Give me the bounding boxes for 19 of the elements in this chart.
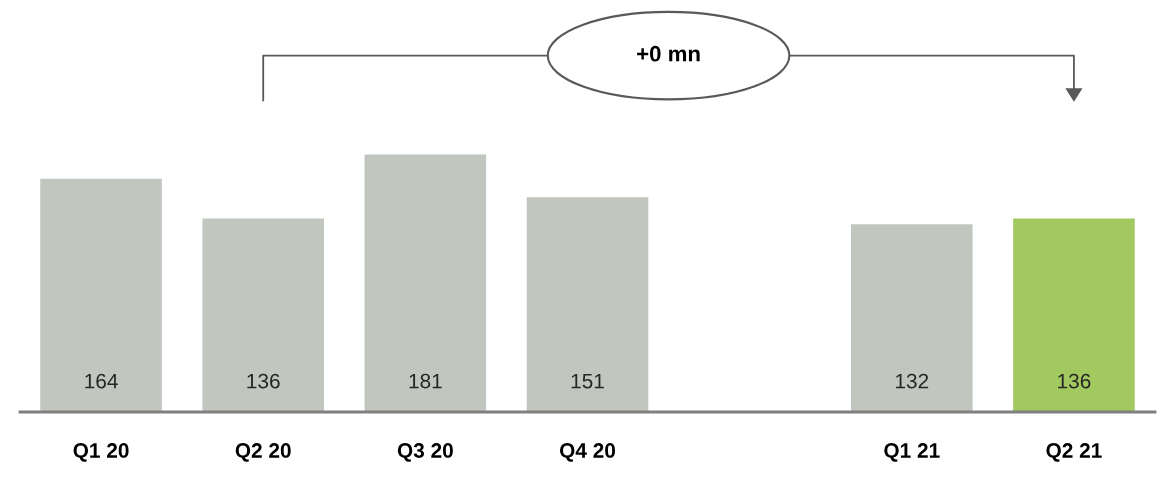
x-tick-label: Q2 20 [235, 443, 291, 462]
bar [364, 154, 487, 412]
data-label: 181 [409, 373, 442, 389]
bar [40, 178, 162, 412]
data-label: 164 [85, 373, 118, 389]
bar [850, 224, 973, 412]
data-label: 151 [571, 373, 604, 389]
bar [1013, 218, 1135, 412]
bar [202, 218, 325, 412]
x-tick-label: Q3 20 [397, 443, 453, 462]
x-tick-label: Q2 21 [1046, 443, 1102, 462]
text: +0 mn [637, 45, 700, 62]
data-label: 136 [1058, 373, 1091, 389]
data-label: 136 [247, 373, 280, 389]
x-tick-label: Q4 20 [559, 443, 616, 462]
data-label: 132 [896, 373, 929, 389]
x-tick-label: Q1 20 [73, 443, 129, 462]
x-tick-label: Q1 21 [884, 443, 940, 462]
bar [526, 197, 649, 412]
